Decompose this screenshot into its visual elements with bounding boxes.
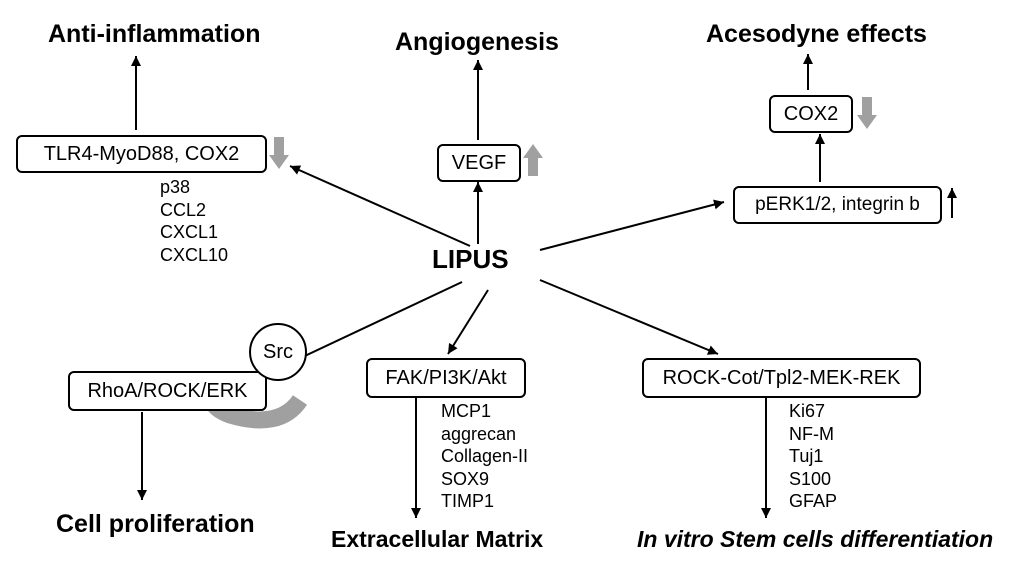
diagram-canvas: LIPUS Anti-inflammation Angiogenesis Ace… [0, 0, 1024, 571]
header-ecm: Extracellular Matrix [331, 526, 543, 553]
src-circle: Src [249, 323, 307, 381]
markers-rock: Ki67NF-MTuj1S100GFAP [789, 400, 837, 513]
marker-item: GFAP [789, 490, 837, 513]
header-stem-cells: In vitro Stem cells differentiation [637, 526, 993, 553]
box-vegf-label: VEGF [452, 152, 506, 175]
box-cox2-label: COX2 [784, 103, 838, 126]
box-rock-label: ROCK-Cot/Tpl2-MEK-REK [663, 367, 901, 390]
arrow-lipus-to-fak [448, 290, 488, 354]
box-fak: FAK/PI3K/Akt [366, 358, 526, 398]
header-acesodyne: Acesodyne effects [706, 20, 927, 49]
header-angiogenesis: Angiogenesis [395, 28, 559, 57]
marker-item: Collagen-II [441, 445, 528, 468]
marker-item: Ki67 [789, 400, 837, 423]
box-tlr4: TLR4-MyoD88, COX2 [16, 135, 267, 173]
marker-item: TIMP1 [441, 490, 528, 513]
box-tlr4-label: TLR4-MyoD88, COX2 [44, 143, 240, 166]
markers-fak: MCP1aggrecanCollagen-IISOX9TIMP1 [441, 400, 528, 513]
center-label: LIPUS [432, 244, 509, 275]
box-perk: pERK1/2, integrin b [733, 186, 942, 224]
box-cox2: COX2 [769, 95, 853, 133]
marker-item: NF-M [789, 423, 837, 446]
arrow-lipus-to-rock [540, 280, 718, 354]
marker-item: aggrecan [441, 423, 528, 446]
marker-item: CXCL10 [160, 244, 228, 267]
marker-item: MCP1 [441, 400, 528, 423]
box-rhoa: RhoA/ROCK/ERK [68, 371, 267, 411]
arrow-lipus-to-perk [540, 202, 724, 250]
marker-item: CCL2 [160, 199, 228, 222]
header-anti-inflammation: Anti-inflammation [48, 20, 261, 49]
box-rhoa-label: RhoA/ROCK/ERK [87, 380, 247, 403]
box-perk-label: pERK1/2, integrin b [755, 194, 920, 216]
marker-item: p38 [160, 176, 228, 199]
src-label: Src [263, 341, 293, 364]
box-rock: ROCK-Cot/Tpl2-MEK-REK [642, 358, 921, 398]
marker-item: CXCL1 [160, 221, 228, 244]
marker-item: S100 [789, 468, 837, 491]
marker-item: SOX9 [441, 468, 528, 491]
box-fak-label: FAK/PI3K/Akt [385, 367, 506, 390]
box-vegf: VEGF [437, 144, 521, 182]
marker-item: Tuj1 [789, 445, 837, 468]
markers-tlr: p38CCL2CXCL1CXCL10 [160, 176, 228, 266]
header-cell-proliferation: Cell proliferation [56, 510, 255, 539]
